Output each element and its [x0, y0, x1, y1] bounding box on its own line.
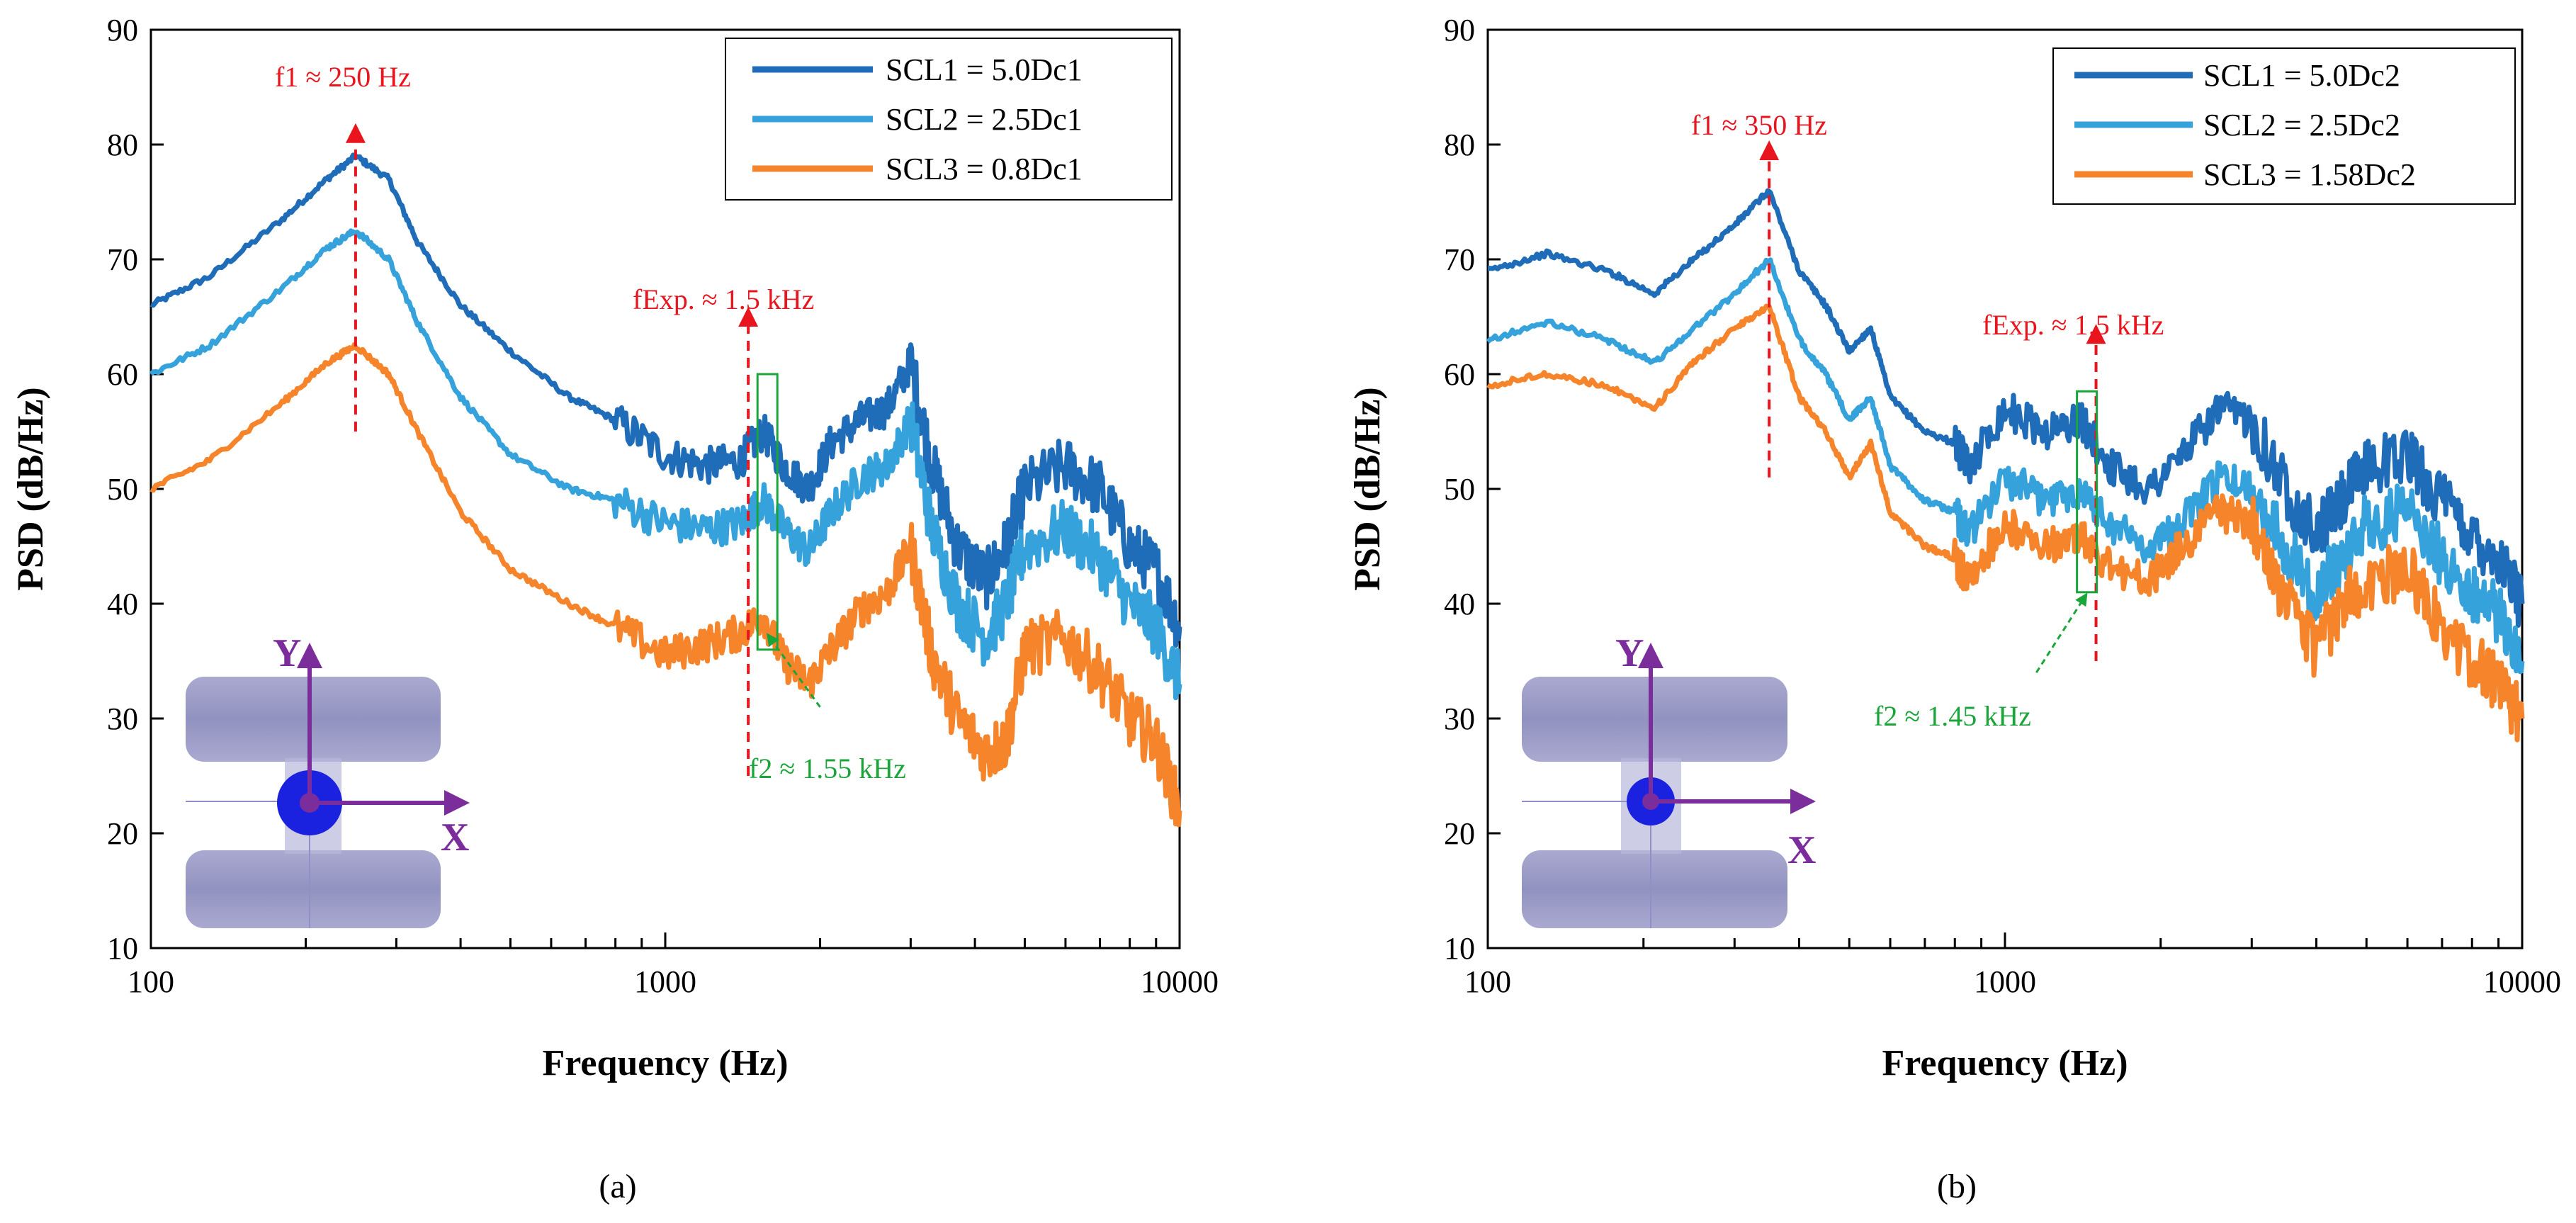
y-tick-label: 50 — [1444, 472, 1475, 507]
legend-label-scl3-a: SCL3 = 0.8Dc1 — [886, 152, 1083, 186]
chart-panel-a: Y X 10 20 30 40 50 60 70 80 90 100 1000 10000 f1 ≈ … — [11, 13, 1219, 1205]
inset-x-label-a: X — [441, 816, 469, 860]
y-tick-label: 40 — [1444, 587, 1475, 621]
y-tick-label: 20 — [107, 816, 138, 851]
series-line-scl1 — [1488, 188, 2525, 628]
y-tick-label: 60 — [107, 357, 138, 392]
y-tick-label: 40 — [107, 587, 138, 621]
y-tick-label: 30 — [1444, 701, 1475, 736]
y-tick-label: 10 — [107, 931, 138, 966]
panel-caption-a: (a) — [599, 1168, 636, 1205]
legend-label-scl1-b: SCL1 = 5.0Dc2 — [2203, 58, 2400, 93]
annotations-b: f1 ≈ 350 Hz fExp. ≈ 1.5 kHz f2 ≈ 1.45 kH… — [1691, 109, 2164, 732]
cross-section-inset-a: Y X — [186, 631, 470, 928]
f2-pointer — [766, 633, 821, 708]
cross-section-inset-b: Y X — [1522, 631, 1816, 928]
x-tick-label: 10000 — [2483, 964, 2561, 999]
annotations-a: f1 ≈ 250 Hz fExp. ≈ 1.5 kHz f2 ≈ 1.55 kH… — [275, 61, 906, 784]
y-tick-label: 30 — [107, 701, 138, 736]
inset-y-label-a: Y — [273, 631, 301, 675]
x-axis-title-a: Frequency (Hz) — [542, 1043, 788, 1083]
y-axis-title-a: PSD (dB/Hz) — [11, 387, 51, 590]
x-tick-label: 10000 — [1141, 964, 1219, 999]
f2-highlight-box — [756, 373, 779, 651]
series-line-scl2 — [1486, 257, 2525, 675]
fexp-annotation-a: fExp. ≈ 1.5 kHz — [633, 283, 814, 315]
legend-a: SCL1 = 5.0Dc1 SCL2 = 2.5Dc1 SCL3 = 0.8Dc… — [725, 38, 1173, 201]
y-axis-title-b: PSD (dB/Hz) — [1348, 387, 1388, 590]
f1-annotation-a: f1 ≈ 250 Hz — [275, 61, 411, 93]
inset-x-label-b: X — [1787, 828, 1816, 872]
legend-label-scl3-b: SCL3 = 1.58Dc2 — [2203, 157, 2416, 192]
axis-ticks-b: 10 20 30 40 50 60 70 80 90 100 1000 10000 — [1444, 13, 2561, 999]
y-tick-label: 10 — [1444, 931, 1475, 966]
axis-ticks-a: 10 20 30 40 50 60 70 80 90 100 1000 10000 — [107, 13, 1219, 999]
x-tick-label: 100 — [1464, 964, 1511, 999]
chart-panel-b: Y X 10 20 30 40 50 60 70 80 90 100 1000 10000 f1 ≈ … — [1348, 13, 2561, 1205]
f2-highlight-box — [2076, 390, 2098, 594]
x-tick-label: 100 — [128, 964, 174, 999]
legend-label-scl1-a: SCL1 = 5.0Dc1 — [886, 52, 1083, 87]
f2-annotation-a: f2 ≈ 1.55 kHz — [749, 753, 906, 784]
fexp-annotation-b: fExp. ≈ 1.5 kHz — [1982, 309, 2164, 341]
y-tick-label: 80 — [1444, 128, 1475, 162]
panel-caption-b: (b) — [1937, 1168, 1977, 1205]
y-tick-label: 80 — [107, 128, 138, 162]
legend-label-scl2-a: SCL2 = 2.5Dc1 — [886, 102, 1083, 137]
series-group-b — [1486, 188, 2525, 743]
y-tick-label: 20 — [1444, 816, 1475, 851]
y-tick-label: 60 — [1444, 357, 1475, 392]
y-tick-label: 90 — [1444, 13, 1475, 47]
legend-label-scl2-b: SCL2 = 2.5Dc2 — [2203, 108, 2400, 142]
series-line-scl1 — [149, 152, 1182, 648]
y-tick-label: 70 — [1444, 242, 1475, 277]
f2-pointer — [2035, 592, 2088, 674]
y-tick-label: 50 — [107, 472, 138, 507]
x-tick-label: 1000 — [1974, 964, 2036, 999]
x-tick-label: 1000 — [634, 964, 696, 999]
series-line-scl2 — [149, 228, 1182, 701]
y-tick-label: 70 — [107, 242, 138, 277]
legend-b: SCL1 = 5.0Dc2 SCL2 = 2.5Dc2 SCL3 = 1.58D… — [2052, 47, 2516, 205]
x-axis-title-b: Frequency (Hz) — [1882, 1043, 2128, 1083]
inset-y-label-b: Y — [1615, 631, 1644, 675]
y-tick-label: 90 — [107, 13, 138, 47]
f2-annotation-b: f2 ≈ 1.45 kHz — [1874, 700, 2031, 732]
series-line-scl3 — [1486, 303, 2525, 743]
f1-annotation-b: f1 ≈ 350 Hz — [1691, 109, 1827, 141]
